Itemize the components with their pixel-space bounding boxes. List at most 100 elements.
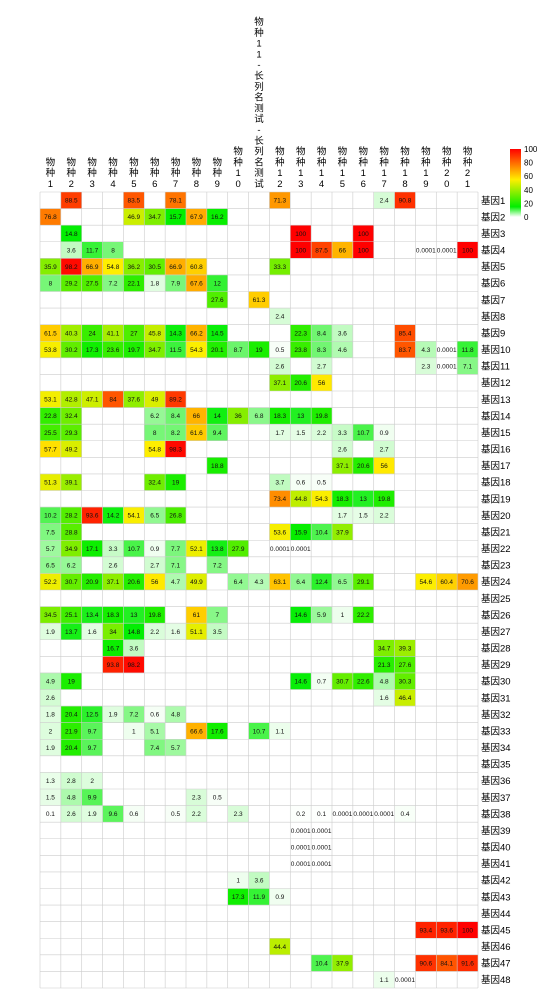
cell-value-label: 5.9 [317, 612, 326, 619]
heatmap-cell [165, 473, 186, 491]
cell-value-label: 10.2 [44, 513, 57, 520]
cell-value-label: 39.3 [399, 645, 412, 652]
cell-value-label: 34.7 [378, 645, 391, 652]
heatmap-cell [311, 424, 332, 441]
cell-value-label: 1.1 [380, 977, 389, 984]
legend-tick-label: 20 [524, 199, 533, 208]
cell-value-label: 2.8 [67, 778, 76, 785]
cell-value-label: 2.6 [46, 695, 55, 702]
heatmap-cell [40, 722, 61, 740]
heatmap-cell [290, 573, 312, 590]
cell-value-label: 60.8 [190, 264, 203, 271]
heatmap-cell [373, 440, 395, 458]
heatmap-cell [290, 341, 312, 358]
column-label: 物种 6 [150, 156, 160, 190]
heatmap-cell [60, 606, 82, 624]
heatmap-cell [269, 374, 291, 391]
heatmap-cell [60, 407, 82, 425]
heatmap-cell [60, 573, 82, 590]
cell-value-label: 1.9 [46, 745, 55, 752]
cell-value-label: 7.1 [463, 363, 472, 370]
heatmap-cell [269, 540, 291, 557]
cell-value-label: 20.9 [86, 579, 99, 586]
heatmap-cell [123, 540, 145, 557]
cell-value-label: 24 [89, 330, 97, 337]
heatmap-cell [165, 391, 186, 408]
heatmap-cell [332, 324, 353, 342]
heatmap-cell [206, 341, 228, 358]
cell-value-label: 6.2 [150, 413, 159, 420]
heatmap-cell [206, 407, 228, 425]
heatmap-cell [144, 274, 166, 292]
cell-value-label: 41.1 [107, 330, 120, 337]
column-label: 物种 2 0 [442, 146, 452, 190]
heatmap-cell [290, 473, 312, 491]
heatmap-cell [60, 556, 82, 574]
heatmap-cell [40, 573, 61, 590]
cell-value-label: 0.0001 [291, 828, 311, 835]
heatmap-cell [248, 573, 270, 590]
row-label: 基因24 [481, 576, 511, 588]
heatmap-cell [436, 954, 458, 972]
column-labels: 物种 1 物种 2 物种 3 物种 4 物种 5 物种 6 物种 7 物种 8 物种 9 物种 1 0 物种 1 1 -长列名测… [46, 16, 473, 190]
cell-value-label: 100 [295, 231, 306, 238]
cell-value-label: 37.1 [336, 463, 349, 470]
column-label: 物种 1 6 [359, 146, 369, 190]
cell-value-label: 0.1 [46, 811, 55, 818]
cell-value-label: 9.7 [88, 745, 97, 752]
row-label: 基因6 [481, 278, 505, 290]
heatmap-cell [123, 208, 145, 226]
heatmap-cell [60, 391, 82, 408]
heatmap-cell [165, 623, 186, 640]
cell-value-label: 0.6 [296, 480, 305, 487]
cell-value-label: 2 [49, 728, 53, 735]
column-label: 物种 5 [129, 156, 139, 190]
heatmap-cell [311, 954, 332, 972]
heatmap-cell [102, 274, 124, 292]
heatmap-cell [394, 805, 416, 823]
column-label: 物种 1 9 [421, 146, 431, 190]
heatmap-cell [144, 407, 166, 425]
cell-value-label: 45.8 [148, 330, 161, 337]
cell-value-label: 49 [151, 397, 159, 404]
column-label: 物种 9 [213, 156, 223, 190]
heatmap-cell [123, 805, 145, 823]
column-label: 物种 1 1 -长列名测试-长列名测试 [254, 16, 264, 190]
cell-value-label: 21.9 [65, 728, 78, 735]
cell-value-label: 14.2 [107, 513, 120, 520]
cell-value-label: 83.7 [399, 347, 412, 354]
heatmap-cell [206, 623, 228, 640]
heatmap-cell [40, 606, 61, 624]
heatmap-cell [102, 241, 124, 259]
heatmap-cell [290, 855, 312, 872]
heatmap-cell [186, 805, 207, 823]
cell-value-label: 8.4 [317, 330, 326, 337]
heatmap-cell [186, 341, 207, 358]
row-label: 基因41 [481, 858, 511, 870]
row-label: 基因27 [481, 626, 511, 638]
heatmap-cell [81, 722, 103, 740]
heatmap-cell [40, 324, 61, 342]
cell-value-label: 23.8 [294, 347, 307, 354]
cell-value-label: 8 [153, 430, 157, 437]
heatmap-cell [60, 739, 82, 756]
heatmap-cell [332, 490, 353, 508]
cell-value-label: 17.6 [211, 728, 224, 735]
row-label: 基因40 [481, 842, 511, 854]
heatmap-cell [40, 556, 61, 574]
cell-value-label: 87.5 [315, 247, 328, 254]
heatmap-cell [81, 274, 103, 292]
cell-value-label: 89.2 [169, 397, 182, 404]
cell-value-label: 29.1 [357, 579, 370, 586]
cell-value-label: 54.3 [190, 347, 203, 354]
heatmap-cell [227, 540, 249, 557]
heatmap-cell [186, 573, 207, 590]
heatmap-cell [269, 424, 291, 441]
heatmap-cell [332, 523, 353, 541]
cell-value-label: 6.4 [234, 579, 243, 586]
cell-value-label: 1.7 [275, 430, 284, 437]
cell-value-label: 25.1 [65, 612, 78, 619]
cell-value-label: 18.3 [107, 612, 120, 619]
heatmap-cell [352, 606, 374, 624]
cell-value-label: 20.4 [65, 712, 78, 719]
